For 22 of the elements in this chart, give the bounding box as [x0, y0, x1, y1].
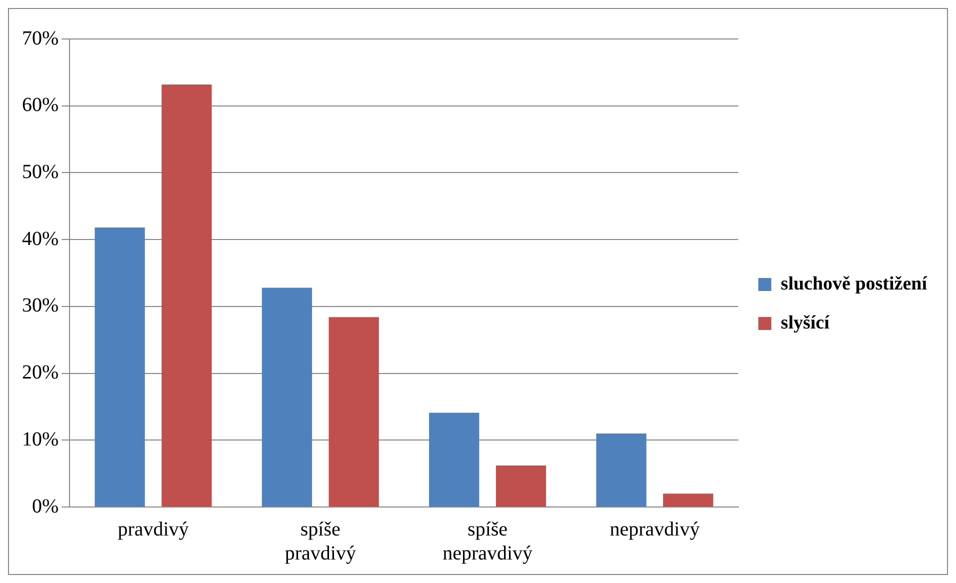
bar: [162, 84, 212, 506]
y-tick-label: 10%: [22, 428, 59, 450]
x-tick-label: nepravdivý: [610, 518, 700, 540]
bar: [596, 433, 646, 506]
legend-label: slyšící: [780, 312, 830, 334]
y-tick-label: 20%: [22, 362, 59, 384]
bar: [496, 466, 546, 506]
bar: [328, 317, 379, 506]
y-tick-label: 30%: [22, 294, 59, 317]
x-tick-label: pravdivý: [118, 518, 189, 540]
bar: [94, 228, 145, 506]
bar: [262, 288, 312, 506]
y-tick-label: 70%: [22, 27, 59, 50]
bar: [429, 412, 480, 506]
y-tick-label: 50%: [22, 160, 59, 183]
x-tick-label: spíše nepravdivý: [442, 518, 533, 564]
y-tick-label: 40%: [22, 228, 59, 250]
y-tick-label: 0%: [32, 495, 59, 518]
y-tick-label: 60%: [22, 94, 59, 116]
bar: [663, 494, 714, 506]
x-tick-label: spíše pravdivý: [284, 518, 356, 564]
legend-label: sluchově postižení: [780, 273, 928, 294]
